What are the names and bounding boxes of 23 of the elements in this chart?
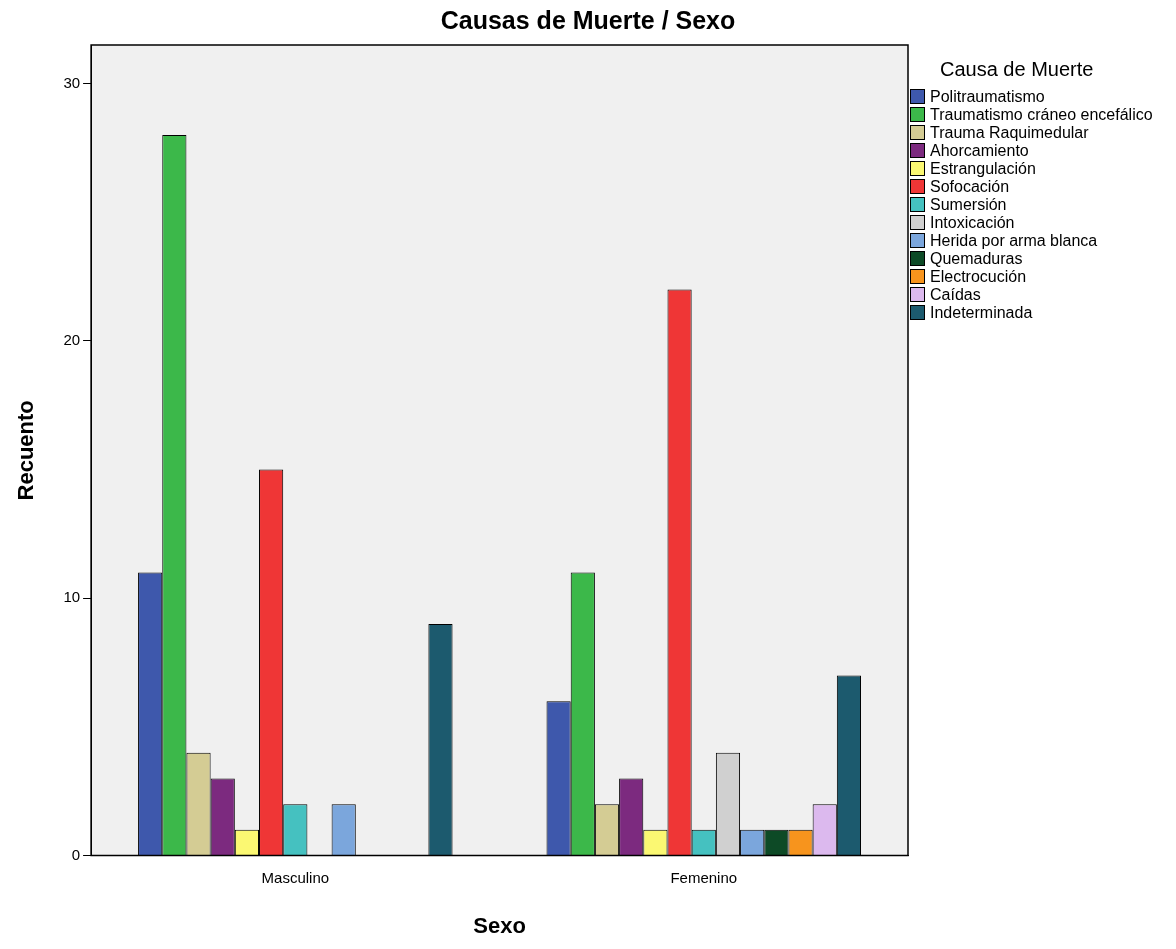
y-tick-label: 20 <box>63 331 81 349</box>
y-tick-label: 0 <box>71 845 81 863</box>
legend-label: Trauma Raquimedular <box>930 124 1090 141</box>
legend-label: Sumersión <box>930 196 1008 213</box>
chart-title: Causas de Muerte / Sexo <box>439 6 737 35</box>
legend-label: Caídas <box>930 286 982 303</box>
legend-label: Sofocación <box>930 178 1011 195</box>
legend-label: Electrocución <box>930 268 1028 285</box>
legend-label: Politraumatismo <box>930 88 1046 105</box>
y-tick-label: 30 <box>63 73 81 91</box>
x-axis-title: Sexo <box>473 912 526 938</box>
x-tick-label: Femenino <box>670 868 738 886</box>
legend-label: Intoxicación <box>930 214 1016 231</box>
legend-label: Indeterminada <box>930 304 1034 321</box>
legend-label: Ahorcamiento <box>930 142 1030 159</box>
legend-label: Herida por arma blanca <box>930 232 1099 249</box>
legend-label: Estrangulación <box>930 160 1037 177</box>
legend-label: Traumatismo cráneo encefálico <box>930 106 1154 123</box>
y-axis-title: Recuento <box>13 400 39 501</box>
y-tick-label: 10 <box>63 588 81 606</box>
legend-title: Causa de Muerte <box>940 58 1095 81</box>
x-tick-label: Masculino <box>261 868 330 886</box>
legend-label: Quemaduras <box>930 250 1024 267</box>
